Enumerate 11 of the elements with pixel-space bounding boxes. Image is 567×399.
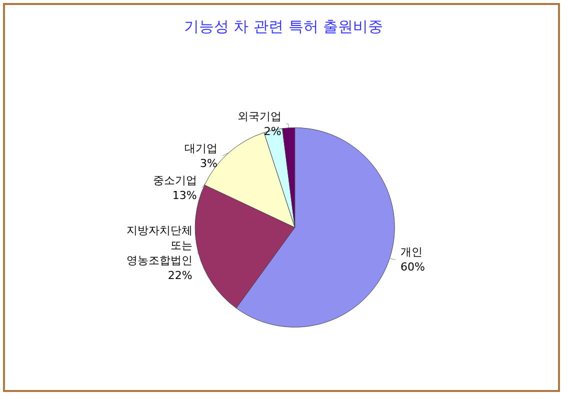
slice-label: 대기업 [184,142,218,155]
chart-title: 기능성 차 관련 특허 출원비중 [184,18,384,36]
data-label: 13% [172,188,197,202]
data-label: 22% [168,269,192,282]
data-label: 2% [264,124,282,138]
slice-label: 외국기업 [237,110,282,123]
data-label: 3% [200,156,218,170]
slice-label: 개인 [400,245,423,258]
slice-label: 지방자치단체 또는 영농조합법인 [126,224,192,268]
slice-label: 중소기업 [152,174,197,187]
data-label: 60% [400,260,425,274]
